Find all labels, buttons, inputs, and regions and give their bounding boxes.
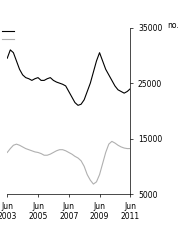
Y-axis label: no.: no. bbox=[168, 21, 179, 30]
Legend: , : , bbox=[1, 28, 18, 43]
